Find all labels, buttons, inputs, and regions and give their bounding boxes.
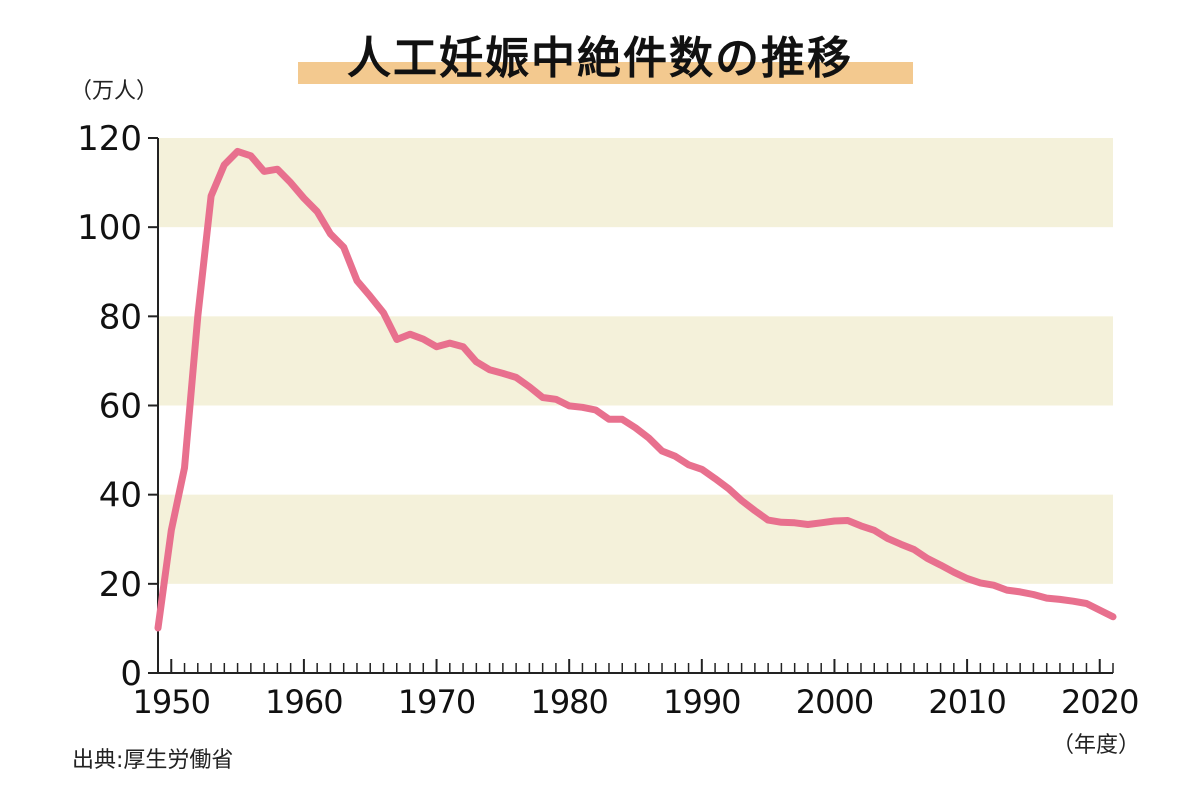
y-tick-label: 60 [99, 387, 142, 427]
band [158, 138, 1113, 228]
x-tick-labels: 1950 1960 1970 1980 1990 2000 2010 2020 [133, 683, 1140, 721]
series-line [154, 147, 1117, 632]
band [158, 494, 1113, 584]
background-bands [158, 138, 1113, 584]
y-tick-label: 0 [120, 654, 142, 694]
source-note: 出典:厚生労働省 [72, 748, 234, 773]
x-tick-label: 1960 [265, 683, 342, 721]
x-axis-unit-label: （年度） [1052, 733, 1140, 758]
x-tick-label: 2020 [1061, 683, 1138, 721]
x-tick-label: 2000 [796, 683, 873, 721]
x-tick-label: 2010 [928, 683, 1005, 721]
x-minor-ticks [157, 659, 1114, 673]
x-tick-label: 1970 [398, 683, 475, 721]
x-tick-label: 1950 [133, 683, 210, 721]
y-axis-unit-label: （万人） [70, 79, 158, 104]
band [158, 316, 1113, 406]
title-highlight-bar [298, 62, 913, 84]
series-layer [154, 147, 1117, 632]
y-tick-label: 20 [99, 565, 142, 605]
y-tick-label: 40 [99, 476, 142, 516]
y-tick-labels: 0 20 40 60 80 100 120 [77, 119, 142, 694]
chart-title: 人工妊娠中絶件数の推移 [347, 33, 853, 84]
title-wrap: 人工妊娠中絶件数の推移 [0, 22, 1200, 86]
y-tick-label: 100 [77, 208, 142, 248]
x-tick-label: 1990 [663, 683, 740, 721]
y-tick-label: 120 [77, 119, 142, 159]
x-tick-label: 1980 [530, 683, 607, 721]
y-tick-label: 80 [99, 297, 142, 337]
